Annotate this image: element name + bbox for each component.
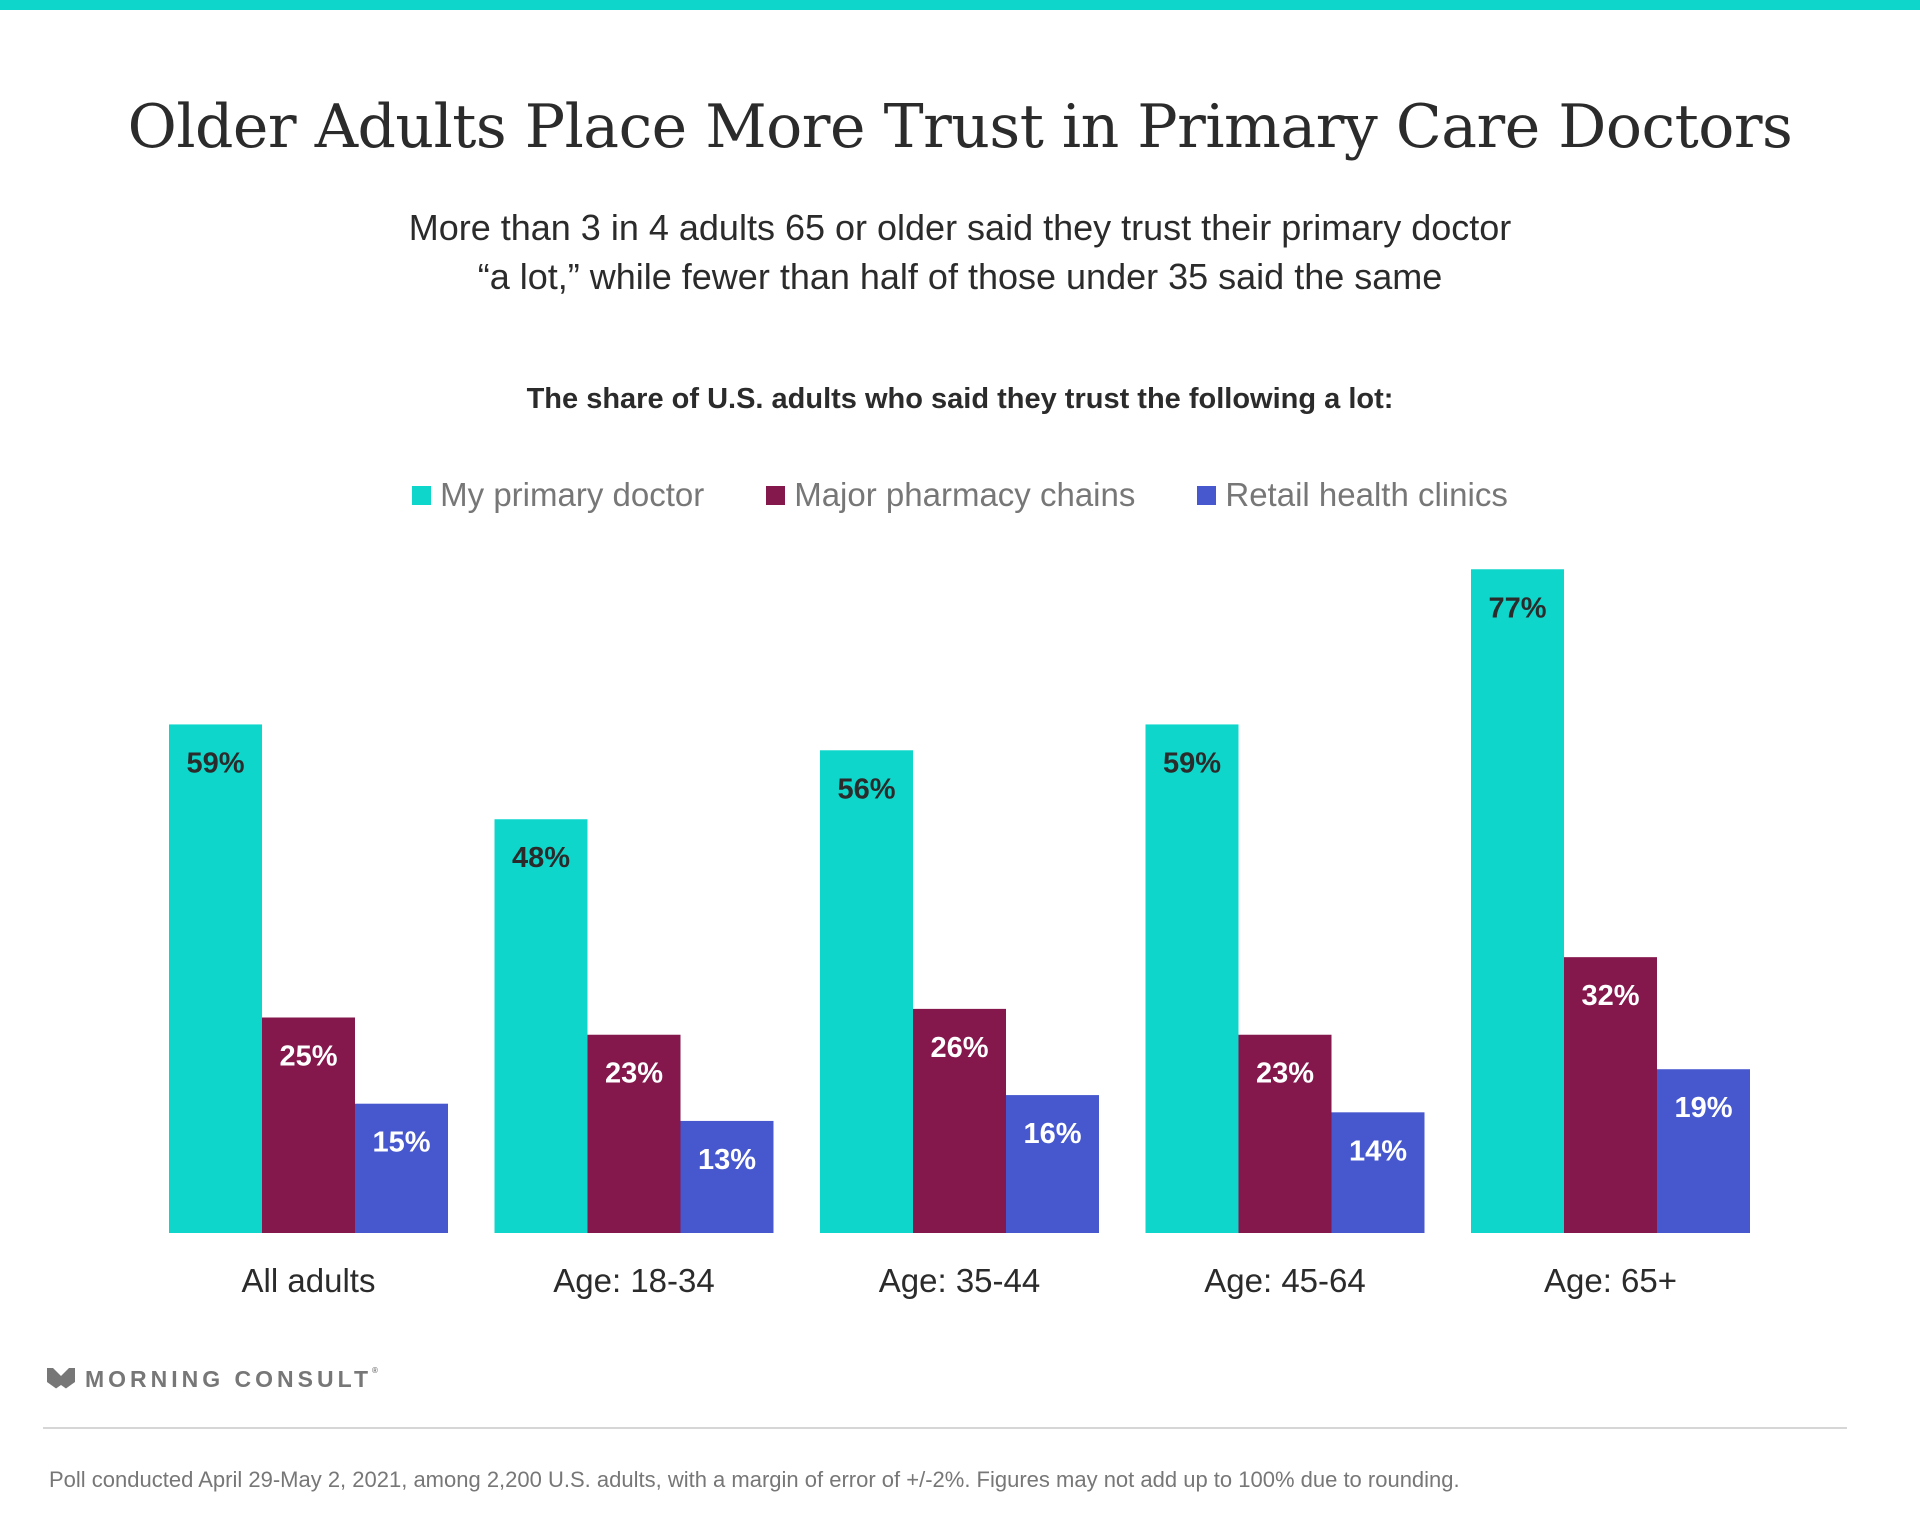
chart-title: The share of U.S. adults who said they t… bbox=[526, 383, 1394, 415]
bar-my-primary-doctor-3 bbox=[1145, 724, 1239, 1233]
bar-group-2: 56% 26% 16% Age: 35-44 bbox=[820, 750, 1099, 1299]
data-label: 25% bbox=[279, 1041, 337, 1073]
bar-my-primary-doctor-0 bbox=[169, 724, 262, 1233]
chart-legend: My primary doctor Major pharmacy chains … bbox=[0, 476, 1920, 514]
bar-major-pharmacy-chains-3 bbox=[1238, 1034, 1332, 1233]
bar-group-3: 59% 23% 14% Age: 45-64 bbox=[1145, 724, 1425, 1299]
legend-item-retail-clinics: Retail health clinics bbox=[1197, 476, 1508, 514]
page-title: Older Adults Place More Trust in Primary… bbox=[127, 92, 1793, 162]
bar-retail-health-clinics-4 bbox=[1657, 1069, 1750, 1233]
bar-retail-health-clinics-3 bbox=[1331, 1112, 1425, 1233]
category-label: Age: 65+ bbox=[1544, 1262, 1677, 1299]
legend-item-primary-doctor: My primary doctor bbox=[412, 476, 704, 514]
legend-swatch-primary-doctor bbox=[412, 485, 432, 505]
footnote: Poll conducted April 29-May 2, 2021, amo… bbox=[49, 1467, 1460, 1492]
bar-group-1: 48% 23% 13% Age: 18-34 bbox=[494, 819, 774, 1299]
legend-swatch-retail-clinics bbox=[1197, 485, 1217, 505]
data-label: 32% bbox=[1581, 980, 1639, 1012]
category-label: Age: 18-34 bbox=[553, 1262, 714, 1299]
morning-consult-logo-icon bbox=[47, 1367, 75, 1392]
bar-major-pharmacy-chains-2 bbox=[913, 1008, 1006, 1233]
bar-group-0: 59% 25% 15% All adults bbox=[169, 724, 448, 1299]
bar-major-pharmacy-chains-1 bbox=[587, 1034, 681, 1233]
data-label: 23% bbox=[605, 1058, 663, 1090]
data-label: 23% bbox=[1256, 1058, 1314, 1090]
legend-label: Retail health clinics bbox=[1225, 476, 1508, 513]
subtitle-line-1: More than 3 in 4 adults 65 or older said… bbox=[408, 207, 1512, 248]
legend-item-pharmacy-chains: Major pharmacy chains bbox=[766, 476, 1135, 514]
category-label: Age: 35-44 bbox=[879, 1262, 1040, 1299]
data-label: 48% bbox=[512, 842, 570, 874]
category-label: Age: 45-64 bbox=[1204, 1262, 1365, 1299]
legend-swatch-pharmacy-chains bbox=[766, 485, 786, 505]
data-label: 77% bbox=[1488, 592, 1546, 624]
data-label: 59% bbox=[186, 747, 244, 779]
legend-label: My primary doctor bbox=[440, 476, 705, 513]
top-accent-bar bbox=[0, 0, 1920, 10]
category-label: All adults bbox=[242, 1262, 376, 1299]
bar-retail-health-clinics-1 bbox=[680, 1120, 774, 1233]
legend-label: Major pharmacy chains bbox=[794, 476, 1136, 513]
bar-my-primary-doctor-1 bbox=[494, 819, 588, 1233]
data-label: 13% bbox=[698, 1144, 756, 1176]
bar-my-primary-doctor-2 bbox=[820, 750, 913, 1233]
bar-group-4: 77% 32% 19% Age: 65+ bbox=[1471, 569, 1750, 1299]
data-label: 15% bbox=[372, 1127, 430, 1159]
data-label: 56% bbox=[837, 773, 895, 805]
subtitle-line-2: “a lot,” while fewer than half of those … bbox=[477, 256, 1443, 297]
data-label: 19% bbox=[1674, 1092, 1732, 1124]
footer-divider bbox=[43, 1427, 1847, 1429]
brand-name: MORNING CONSULT® bbox=[85, 1366, 382, 1392]
bar-my-primary-doctor-4 bbox=[1471, 569, 1564, 1233]
data-label: 59% bbox=[1163, 747, 1221, 779]
data-label: 26% bbox=[930, 1032, 988, 1064]
morning-consult-logo: MORNING CONSULT® bbox=[47, 1366, 382, 1393]
bar-retail-health-clinics-0 bbox=[355, 1103, 448, 1233]
bar-major-pharmacy-chains-0 bbox=[262, 1017, 355, 1233]
data-label: 14% bbox=[1349, 1135, 1407, 1167]
bar-major-pharmacy-chains-4 bbox=[1564, 957, 1657, 1233]
data-label: 16% bbox=[1023, 1118, 1081, 1150]
bar-retail-health-clinics-2 bbox=[1006, 1095, 1099, 1233]
